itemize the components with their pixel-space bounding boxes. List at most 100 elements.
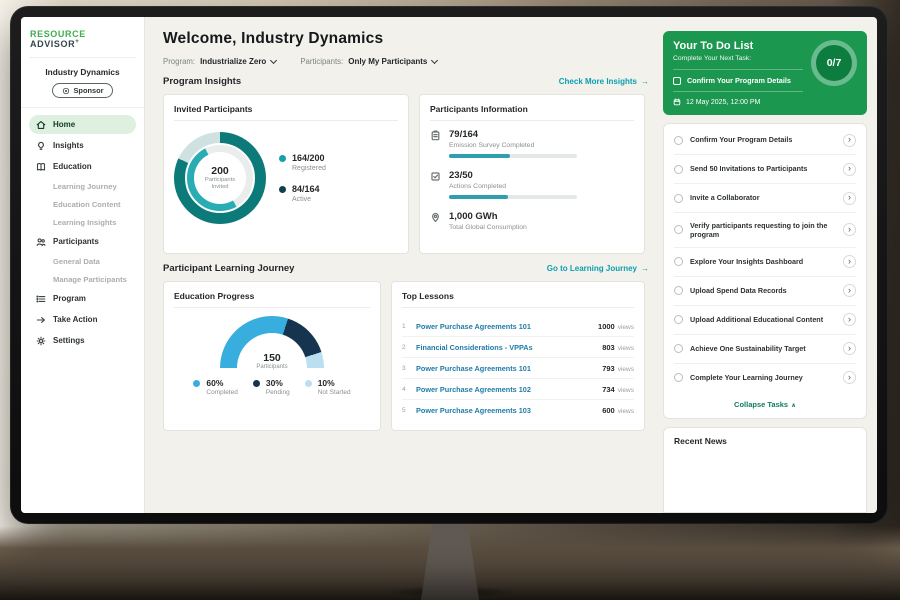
check-more-insights-link[interactable]: Check More Insights →	[559, 77, 649, 86]
participants-filter-value: Only My Participants	[348, 57, 428, 66]
sidebar-item-settings[interactable]: Settings	[29, 331, 136, 350]
sidebar-item-label: Participants	[53, 237, 99, 246]
program-insights-header: Program Insights Check More Insights →	[163, 76, 649, 87]
recent-news-card: Recent News	[663, 426, 867, 513]
chevron-right-icon[interactable]: ›	[843, 191, 856, 205]
dashboard-screen: RESOURCE ADVISOR+ Industry Dynamics Spon…	[21, 17, 877, 513]
not-started-value: 10%	[317, 378, 335, 388]
lesson-link[interactable]: Power Purchase Agreements 101	[416, 363, 531, 373]
task-row[interactable]: Achieve One Sustainability Target ›	[674, 335, 856, 364]
task-checkbox[interactable]	[674, 373, 683, 383]
task-checkbox[interactable]	[674, 257, 683, 267]
sidebar-item-education[interactable]: Education	[29, 157, 136, 176]
task-label: Explore Your Insights Dashboard	[690, 257, 804, 267]
sponsor-badge-label: Sponsor	[73, 86, 104, 95]
actions-completed-progressbar	[449, 195, 577, 199]
home-icon	[36, 120, 46, 129]
card-title: Top Lessons	[402, 291, 634, 308]
go-to-learning-journey-link[interactable]: Go to Learning Journey →	[547, 264, 649, 273]
sidebar-item-education-content[interactable]: Education Content	[29, 196, 136, 212]
task-row[interactable]: Upload Spend Data Records ›	[674, 277, 856, 306]
task-row[interactable]: Confirm Your Program Details ›	[674, 126, 856, 155]
actions-completed-value: 23/50	[449, 170, 473, 181]
participants-filter-dropdown[interactable]: Participants: Only My Participants	[300, 56, 439, 66]
task-row[interactable]: Invite a Collaborator ›	[674, 184, 856, 213]
todo-subtitle: Complete Your Next Task:	[673, 55, 752, 62]
sidebar-item-participants[interactable]: Participants	[29, 232, 136, 251]
active-label: Active	[292, 196, 312, 203]
logo-plus: +	[75, 39, 80, 45]
program-filter-label: Program:	[163, 57, 196, 66]
journey-cards-row: Education Progress 150 Participants	[163, 281, 649, 431]
sidebar-nav: Home Insights Education Learning Journey…	[29, 115, 136, 350]
sidebar-item-home[interactable]: Home	[29, 115, 136, 134]
invited-participants-card: Invited Participants 200 Participants In…	[163, 94, 409, 254]
task-label: Confirm Your Program Details	[690, 135, 793, 145]
chevron-right-icon[interactable]: ›	[843, 313, 856, 327]
lesson-link[interactable]: Power Purchase Agreements 102	[416, 384, 531, 394]
consumption-value: 1,000 GWh	[449, 211, 498, 222]
task-row[interactable]: Verify participants requesting to join t…	[674, 213, 856, 248]
lesson-views-value: 793	[602, 363, 615, 373]
sidebar-item-general-data[interactable]: General Data	[29, 253, 136, 269]
lesson-rank: 3	[402, 364, 406, 372]
chevron-right-icon[interactable]: ›	[843, 223, 856, 237]
task-label: Upload Additional Educational Content	[690, 315, 824, 325]
checklist-icon	[431, 172, 440, 181]
task-checkbox[interactable]	[674, 286, 683, 296]
sidebar-item-label: Manage Participants	[53, 274, 127, 284]
todo-summary-card: Your To Do List Complete Your Next Task:…	[663, 31, 867, 115]
sidebar-item-insights[interactable]: Insights	[29, 136, 136, 155]
task-checkbox[interactable]	[673, 76, 681, 85]
sidebar-item-label: Program	[53, 294, 86, 303]
lesson-views-value: 734	[602, 384, 615, 394]
card-title: Invited Participants	[174, 104, 398, 121]
program-filter-value: Industrialize Zero	[200, 57, 267, 66]
task-checkbox[interactable]	[674, 315, 683, 325]
task-row[interactable]: Send 50 Invitations to Participants ›	[674, 155, 856, 184]
lesson-link[interactable]: Power Purchase Agreements 101	[416, 321, 531, 331]
sidebar-item-take-action[interactable]: Take Action	[29, 310, 136, 329]
sidebar-item-learning-journey[interactable]: Learning Journey	[29, 178, 136, 194]
active-dot	[279, 186, 286, 193]
task-checkbox[interactable]	[674, 135, 683, 145]
task-row[interactable]: Explore Your Insights Dashboard ›	[674, 248, 856, 277]
legend-pending: 30% Pending	[252, 378, 290, 396]
lesson-rank: 4	[402, 385, 406, 393]
app-logo: RESOURCE ADVISOR+	[29, 27, 136, 58]
chevron-right-icon[interactable]: ›	[843, 284, 856, 298]
actions-completed-label: Actions Completed	[449, 183, 507, 190]
monitor-bezel: RESOURCE ADVISOR+ Industry Dynamics Spon…	[10, 6, 888, 524]
pending-value: 30%	[265, 378, 283, 388]
program-filter-dropdown[interactable]: Program: Industrialize Zero	[163, 56, 278, 66]
sidebar-item-program[interactable]: Program	[29, 289, 136, 308]
link-label: Go to Learning Journey	[546, 264, 637, 273]
sidebar-item-label: Settings	[53, 336, 85, 345]
task-row[interactable]: Upload Additional Educational Content ›	[674, 306, 856, 335]
arrow-right-icon: →	[641, 77, 649, 86]
lesson-link[interactable]: Power Purchase Agreements 103	[416, 405, 531, 415]
lesson-link[interactable]: Financial Considerations - VPPAs	[416, 342, 533, 352]
consumption-stat: 1,000 GWh Total Global Consumption	[430, 211, 634, 236]
task-checkbox[interactable]	[674, 225, 683, 235]
task-checkbox[interactable]	[674, 344, 683, 354]
sidebar-item-manage-participants[interactable]: Manage Participants	[29, 271, 136, 287]
chevron-right-icon[interactable]: ›	[843, 342, 856, 356]
invited-legend: 164/200 Registered 84/164 Active	[279, 153, 326, 203]
sidebar-item-learning-insights[interactable]: Learning Insights	[29, 214, 136, 230]
chevron-right-icon[interactable]: ›	[843, 255, 856, 269]
task-checkbox[interactable]	[674, 193, 683, 203]
chevron-right-icon[interactable]: ›	[843, 162, 856, 176]
sidebar-item-label: Education	[53, 162, 92, 171]
registered-dot	[279, 155, 286, 162]
legend-completed: 60% Completed	[193, 378, 238, 396]
chevron-right-icon[interactable]: ›	[843, 133, 856, 147]
task-checkbox[interactable]	[674, 164, 683, 174]
task-row[interactable]: Complete Your Learning Journey ›	[674, 364, 856, 392]
chevron-right-icon[interactable]: ›	[843, 371, 856, 385]
collapse-tasks-link[interactable]: Collapse Tasks ∧	[674, 392, 856, 416]
todo-next-task[interactable]: Confirm Your Program Details	[673, 69, 803, 85]
lesson-views-value: 803	[602, 342, 615, 352]
page-title: Welcome, Industry Dynamics	[163, 30, 384, 47]
section-title: Participant Learning Journey	[163, 263, 295, 274]
